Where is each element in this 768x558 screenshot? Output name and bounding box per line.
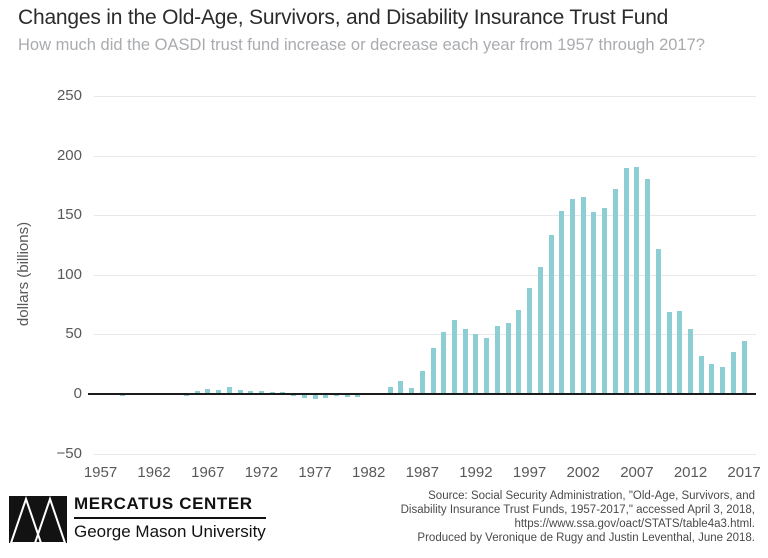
- bar-1984: [387, 386, 393, 394]
- bar-2006: [623, 168, 629, 394]
- bar-1997: [527, 288, 533, 394]
- bar-2004: [602, 207, 608, 394]
- y-tick-label: 100: [56, 265, 82, 283]
- x-tick-label: 1962: [137, 464, 171, 481]
- x-tick-label: 1987: [405, 464, 439, 481]
- y-tick-label: 0: [73, 385, 82, 402]
- bar-2011: [677, 311, 683, 394]
- x-tick-label: 2002: [566, 464, 600, 481]
- bar-2015: [720, 366, 726, 394]
- bar-1986: [409, 388, 415, 394]
- bar-1994: [494, 326, 500, 394]
- bar-2005: [612, 189, 618, 394]
- y-tick-label: 200: [56, 146, 82, 164]
- y-tick-label: 50: [65, 325, 82, 343]
- bar-1992: [473, 333, 479, 394]
- bar-2007: [634, 167, 640, 394]
- bar-1977: [312, 394, 318, 399]
- gridline: [94, 96, 756, 97]
- bar-2012: [688, 329, 693, 394]
- bar-1968: [216, 390, 221, 394]
- bar-2001: [570, 199, 575, 394]
- bar-1976: [301, 394, 307, 398]
- y-tick-label: 250: [56, 87, 82, 104]
- bar-1987: [419, 370, 425, 394]
- bar-1959: [119, 394, 125, 397]
- university-name: George Mason University: [74, 522, 266, 541]
- gridline: [94, 334, 756, 336]
- bar-2008: [645, 179, 651, 394]
- page-title: Changes in the Old-Age, Survivors, and D…: [18, 6, 669, 29]
- bar-2013: [698, 355, 704, 394]
- x-tick-label: 1977: [298, 464, 332, 481]
- x-tick-label: 2007: [620, 464, 654, 481]
- gridline: [94, 274, 756, 276]
- bar-2014: [709, 364, 715, 394]
- page-subtitle: How much did the OASDI trust fund increa…: [18, 36, 705, 54]
- bar-2009: [655, 248, 661, 394]
- x-tick-label: 1982: [352, 464, 386, 481]
- source-line: Source: Social Security Administration, …: [428, 490, 755, 502]
- bar-1971: [248, 391, 254, 394]
- bar-2016: [730, 352, 736, 394]
- bar-chart: dollars (billions) 250 200 150 100 50 0 −50 195…: [15, 87, 761, 481]
- source-line: https://www.ssa.gov/oact/STATS/table4a3.…: [514, 518, 755, 530]
- org-name: MERCATUS CENTER: [74, 494, 266, 519]
- bar-1972: [258, 391, 264, 394]
- gridline: [94, 453, 756, 455]
- bar-1981: [355, 394, 361, 397]
- source-line: Produced by Veronique de Rugy and Justin…: [417, 532, 755, 544]
- bar-1988: [430, 347, 436, 394]
- bar-1970: [237, 389, 243, 394]
- bar-1996: [516, 309, 522, 394]
- bar-1979: [334, 394, 339, 397]
- mercatus-logo-icon: [9, 496, 67, 543]
- bar-1985: [398, 380, 404, 394]
- source-line: Disability Insurance Trust Funds, 1957-2…: [400, 504, 755, 516]
- x-tick-label: 1992: [459, 464, 493, 481]
- bar-2017: [741, 341, 747, 394]
- bar-1998: [537, 266, 543, 394]
- y-tick-label: −50: [56, 444, 82, 462]
- bar-1969: [226, 387, 232, 394]
- x-tick-label: 1967: [191, 464, 225, 481]
- bar-2000: [559, 211, 565, 394]
- bar-1990: [452, 319, 457, 394]
- bar-2002: [580, 196, 586, 394]
- x-tick-label: 1997: [512, 464, 547, 481]
- footer-text: MERCATUS CENTER George Mason University: [74, 494, 266, 542]
- bar-1980: [344, 394, 350, 397]
- bar-1978: [323, 394, 329, 399]
- x-axis-zero-line: [88, 393, 756, 395]
- bar-1993: [484, 338, 490, 394]
- bar-1999: [548, 234, 554, 394]
- gridline: [94, 215, 756, 217]
- x-tick-label: 2012: [673, 464, 708, 481]
- x-tick-label: 1972: [244, 464, 279, 481]
- bar-1995: [505, 322, 511, 394]
- x-tick-label: 1957: [83, 464, 118, 481]
- bar-2003: [591, 211, 597, 394]
- bar-1967: [205, 389, 211, 394]
- bar-2010: [666, 312, 672, 394]
- x-tick-label: 2017: [727, 464, 761, 481]
- bar-1991: [462, 329, 468, 394]
- source-text: Source: Social Security Administration, …: [401, 489, 755, 545]
- y-tick-label: 150: [56, 206, 82, 224]
- bar-1989: [441, 332, 447, 394]
- bar-1966: [194, 391, 200, 394]
- gridline: [94, 155, 756, 157]
